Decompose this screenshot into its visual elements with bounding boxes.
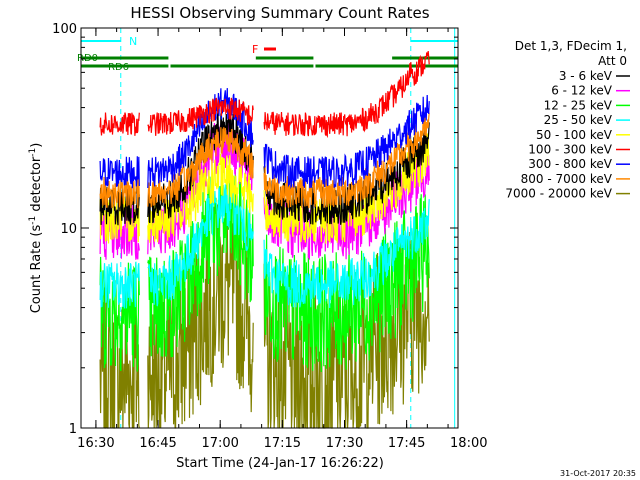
y-axis: 1 10 100 xyxy=(52,22,458,437)
legend-entry-label: 50 - 100 keV xyxy=(536,128,613,142)
x-tick-label: 17:30 xyxy=(326,436,363,451)
x-tick-label: 16:30 xyxy=(77,436,114,451)
footer-timestamp: 31-Oct-2017 20:35 xyxy=(560,469,636,478)
legend-entry-label: 100 - 300 keV xyxy=(528,143,612,157)
legend-header-line2: Att 0 xyxy=(598,54,627,68)
flare-label: F xyxy=(252,43,258,56)
y-tick-label: 1 xyxy=(69,422,77,437)
y-axis-label-mid: detector xyxy=(29,156,44,216)
y-axis-label: Count Rate (s-1 detector-1) xyxy=(28,143,44,314)
night-label: N xyxy=(129,35,137,48)
series-line xyxy=(99,51,430,139)
legend-entry-label: 25 - 50 keV xyxy=(544,113,613,127)
legend-entry-label: 7000 - 20000 keV xyxy=(505,187,612,201)
chart-title: HESSI Observing Summary Count Rates xyxy=(130,4,429,22)
x-tick-label: 17:45 xyxy=(388,436,425,451)
legend-entry-label: 6 - 12 keV xyxy=(551,84,613,98)
legend-entry-label: 12 - 25 keV xyxy=(544,98,613,112)
y-tick-label: 10 xyxy=(60,222,77,237)
rd0-label: RD0 xyxy=(77,53,98,64)
y-axis-label-exp1: -1 xyxy=(28,216,38,225)
rd6-label: RD6 xyxy=(108,62,129,73)
y-axis-label-main: Count Rate (s xyxy=(29,225,44,314)
y-axis-label-exp2: -1 xyxy=(28,148,38,157)
legend-entry-label: 300 - 800 keV xyxy=(528,157,612,171)
x-axis-label: Start Time (24-Jan-17 16:26:22) xyxy=(176,456,384,471)
legend-header-line1: Det 1,3, FDecim 1, xyxy=(515,39,627,53)
x-tick-label: 17:00 xyxy=(201,436,238,451)
legend-entry-label: 800 - 7000 keV xyxy=(521,172,613,186)
plot-area: N F RD0 RD6 xyxy=(77,28,458,429)
legend-entry-label: 3 - 6 keV xyxy=(559,69,613,83)
x-tick-label: 18:00 xyxy=(450,436,487,451)
series-line xyxy=(99,112,430,209)
x-tick-label: 16:45 xyxy=(139,436,176,451)
y-axis-label-end: ) xyxy=(29,143,44,148)
series-line xyxy=(99,184,430,309)
y-tick-label: 100 xyxy=(52,22,77,37)
x-axis: 16:30 16:45 17:00 17:15 17:30 17:45 18:00 xyxy=(77,28,488,451)
x-tick-label: 17:15 xyxy=(264,436,301,451)
